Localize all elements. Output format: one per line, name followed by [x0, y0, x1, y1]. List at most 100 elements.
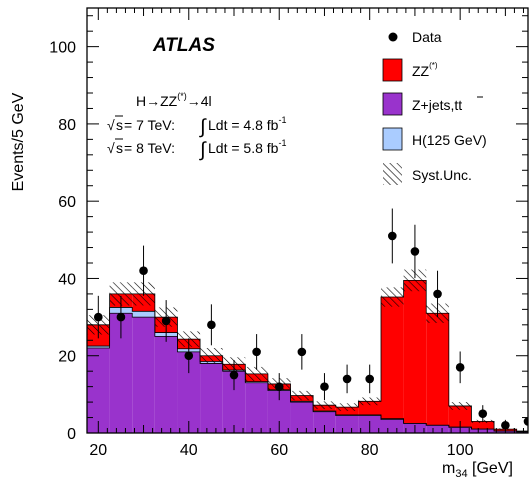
plot-frame: [86, 7, 529, 434]
legend-item-zz: ZZ(*): [382, 58, 438, 82]
lumi-8-s: s: [116, 140, 123, 156]
syst-band: [381, 287, 404, 307]
experiment-label: ATLAS: [152, 35, 215, 56]
y-axis: 0 20 40 60 80 100: [49, 15, 528, 443]
lumi-7-int-text: Ldt = 4.8 fb: [208, 117, 279, 133]
bar-zjets: [245, 382, 268, 433]
legend-data-marker: [388, 32, 398, 42]
syst-band: [313, 401, 336, 410]
legend-item-zjets: Z+jets,tt: [382, 92, 483, 116]
syst-band: [290, 390, 314, 401]
bar-zjets: [154, 336, 178, 433]
legend-zz-sup: (*): [429, 61, 438, 70]
x-axis-label-var: m: [442, 460, 455, 477]
legend-data-label: Data: [412, 29, 442, 45]
legend-zjets-swatch: [382, 92, 403, 116]
process-sup: (*): [177, 91, 187, 101]
data-point: [207, 320, 216, 330]
legend-item-higgs: H(125 GeV): [382, 127, 487, 151]
x-tick-label: 20: [89, 442, 107, 459]
lumi-8-int: Ldt = 5.8 fb-1: [208, 138, 286, 156]
data-point: [388, 231, 397, 241]
y-tick-label: 40: [58, 271, 76, 288]
bar-zjets: [177, 351, 201, 433]
bar-zjets: [132, 317, 155, 433]
syst-band: [109, 282, 133, 306]
bar-zz: [426, 313, 449, 426]
x-axis: 20 40 60 80 100: [89, 8, 524, 459]
bar-zz: [335, 407, 359, 415]
y-tick-label: 20: [58, 349, 76, 366]
data-point: [523, 417, 528, 426]
syst-band: [245, 366, 268, 381]
legend-item-syst: Syst.Unc.: [383, 163, 472, 185]
bar-zjets: [87, 348, 110, 433]
x-axis-label: m34 [GeV]: [442, 460, 513, 480]
x-tick-label: 60: [270, 442, 288, 459]
lumi-8-energy: = 8 TeV:: [124, 140, 175, 156]
legend-zjets-text: Z+jets,t: [412, 97, 458, 113]
data-point: [297, 347, 307, 357]
y-tick-label: 80: [58, 117, 76, 134]
lumi-7-int-sup: -1: [278, 115, 286, 125]
bar-zz: [403, 280, 427, 424]
bar-zz: [381, 297, 404, 419]
lumi-8-int-sup: -1: [278, 138, 286, 148]
legend-zjets-label: Z+jets,tt: [412, 97, 462, 113]
bar-higgs: [245, 381, 268, 383]
legend-syst-swatch: [383, 163, 402, 185]
legend-item-data: Data: [388, 29, 442, 45]
legend-zz-label: ZZ(*): [412, 61, 438, 79]
bar-zjets: [426, 425, 449, 433]
process-pre: H→ZZ: [136, 93, 178, 109]
syst-band: [448, 402, 472, 410]
data-point: [161, 316, 171, 326]
bar-zjets: [313, 411, 336, 433]
bar-zjets: [222, 371, 246, 433]
lumi-line-8tev: √ s = 8 TeV: ∫ Ldt = 5.8 fb-1: [107, 138, 286, 161]
data-point: [433, 289, 442, 299]
y-axis-label: Events/5 GeV: [10, 92, 27, 191]
bar-zjets: [109, 313, 133, 433]
lumi-7-energy: = 7 TeV:: [124, 117, 175, 133]
data-points: [94, 208, 528, 431]
data-point: [229, 370, 239, 380]
x-tick-label: 80: [361, 442, 379, 459]
data-point: [274, 382, 284, 391]
bar-zjets: [200, 363, 223, 433]
legend-zz-text: ZZ: [412, 63, 430, 79]
legend-higgs-label: H(125 GeV): [412, 132, 487, 148]
legend-higgs-swatch: [382, 127, 403, 151]
data-point: [184, 351, 194, 361]
data-point: [455, 363, 465, 372]
data-point: [252, 347, 261, 357]
y-tick-label: 60: [58, 194, 76, 211]
data-point: [365, 374, 374, 384]
bar-higgs: [132, 311, 155, 318]
bar-zjets: [267, 390, 291, 433]
bar-zjets: [290, 402, 314, 433]
x-axis-label-sub: 34: [455, 468, 467, 480]
legend: Data ZZ(*) Z+jets,tt H(125 GeV) Syst.Unc…: [382, 29, 487, 185]
lumi-7-int: Ldt = 4.8 fb-1: [208, 115, 286, 133]
syst-band: [403, 269, 427, 292]
bar-zjets: [471, 429, 495, 433]
legend-zz-swatch: [382, 58, 403, 82]
data-point: [410, 247, 420, 256]
bar-zz: [471, 421, 495, 430]
bar-zz: [448, 405, 472, 428]
data-point: [320, 382, 329, 391]
process-post: →4l: [187, 93, 212, 109]
bar-higgs: [87, 346, 110, 348]
syst-band: [516, 430, 528, 432]
data-point: [116, 312, 126, 322]
data-point: [139, 266, 148, 276]
sqrt-symbol: √: [107, 140, 115, 156]
lumi-line-7tev: √ s = 7 TeV: ∫ Ldt = 4.8 fb-1: [107, 115, 286, 138]
syst-band: [335, 403, 359, 411]
bar-zjets: [381, 419, 404, 433]
lumi-7-s: s: [116, 117, 123, 133]
syst-band: [358, 397, 381, 406]
syst-band: [200, 348, 223, 364]
